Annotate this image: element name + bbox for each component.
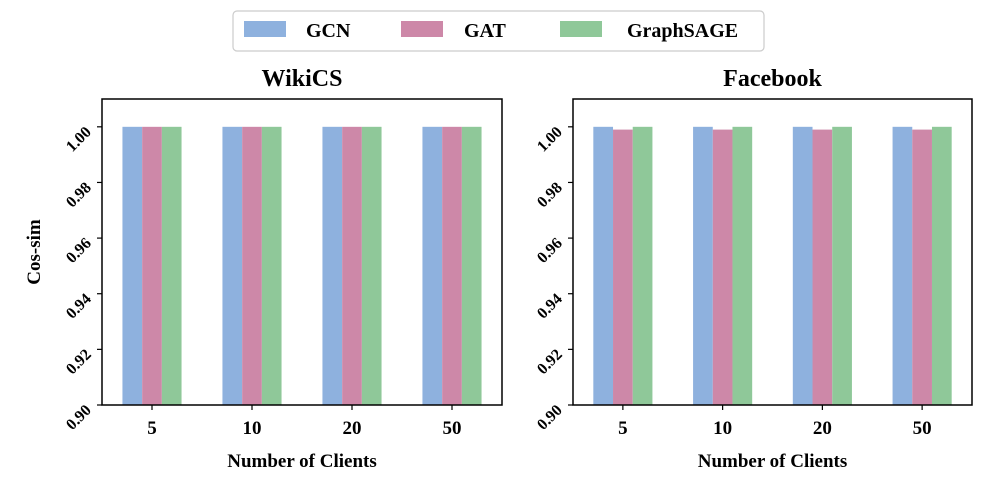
y-tick-label: 0.92 xyxy=(63,346,95,378)
x-tick-label: 20 xyxy=(813,418,832,439)
y-tick-label: 0.92 xyxy=(534,346,566,378)
legend: GCN GAT GraphSAGE xyxy=(232,10,765,52)
bar-gat-10 xyxy=(242,126,262,405)
bar-graphsage-50 xyxy=(461,126,482,405)
y-tick-label: 1.00 xyxy=(63,124,95,156)
bar-gcn-50 xyxy=(422,126,443,405)
bar-gcn-10 xyxy=(222,126,243,405)
bar-graphsage-10 xyxy=(261,126,282,405)
x-tick-label: 5 xyxy=(147,418,157,439)
chart-title: Facebook xyxy=(723,66,822,92)
x-axis-label: Number of Clients xyxy=(698,451,848,472)
y-tick-label: 0.94 xyxy=(63,291,95,323)
bar-graphsage-10 xyxy=(732,126,753,405)
x-tick-label: 10 xyxy=(243,418,262,439)
wikics-panel: 0.90 0.92 0.94 0.96 0.98 1.00 5 10 20 50 WikiCS Num… xyxy=(24,66,503,472)
legend-frame xyxy=(232,10,765,52)
bar-graphsage-20 xyxy=(361,126,382,405)
plot-frame xyxy=(572,98,973,406)
bar-gat-50 xyxy=(912,129,932,405)
x-tick-label: 10 xyxy=(713,418,732,439)
y-tick-label: 0.96 xyxy=(534,235,566,267)
bar-graphsage-50 xyxy=(931,126,952,405)
legend-label-gat: GAT xyxy=(464,20,507,42)
x-tick-label: 5 xyxy=(618,418,628,439)
y-tick-label: 0.94 xyxy=(534,291,566,323)
bar-gat-5 xyxy=(613,129,633,405)
bar-graphsage-20 xyxy=(832,126,852,405)
x-tick-label: 50 xyxy=(443,418,462,439)
bar-gcn-50 xyxy=(892,126,913,405)
x-tick-label: 20 xyxy=(343,418,362,439)
bar-gcn-20 xyxy=(792,126,813,405)
legend-swatch-graphsage xyxy=(560,21,602,37)
bar-gcn-5 xyxy=(122,126,143,405)
legend-swatch-gat xyxy=(401,21,443,37)
y-tick-label: 0.90 xyxy=(63,402,95,434)
bar-gat-10 xyxy=(712,129,733,405)
bar-gcn-10 xyxy=(693,126,713,405)
x-axis-label: Number of Clients xyxy=(227,451,377,472)
plot-frame xyxy=(101,98,503,406)
legend-label-gcn: GCN xyxy=(306,20,351,42)
y-tick-label: 0.98 xyxy=(63,179,95,211)
legend-swatch-gcn xyxy=(244,21,286,37)
chart-title: WikiCS xyxy=(262,66,343,92)
y-tick-label: 0.90 xyxy=(534,402,566,434)
y-tick-label: 0.98 xyxy=(534,179,566,211)
bar-gcn-5 xyxy=(593,126,614,405)
bar-gat-50 xyxy=(442,126,462,405)
x-tick-label: 50 xyxy=(913,418,932,439)
facebook-panel: 0.90 0.92 0.94 0.96 0.98 1.00 5 10 20 50 Facebook N… xyxy=(534,66,973,472)
bar-graphsage-5 xyxy=(161,126,182,405)
legend-label-graphsage: GraphSAGE xyxy=(627,20,738,42)
bar-graphsage-5 xyxy=(632,126,653,405)
y-axis-label: Cos-sim xyxy=(24,219,45,285)
y-tick-label: 0.96 xyxy=(63,235,95,267)
y-tick-label: 1.00 xyxy=(534,124,566,156)
bar-gat-20 xyxy=(342,126,362,405)
bar-gcn-20 xyxy=(322,126,343,405)
bar-gat-5 xyxy=(142,126,162,405)
bar-gat-20 xyxy=(812,129,833,405)
